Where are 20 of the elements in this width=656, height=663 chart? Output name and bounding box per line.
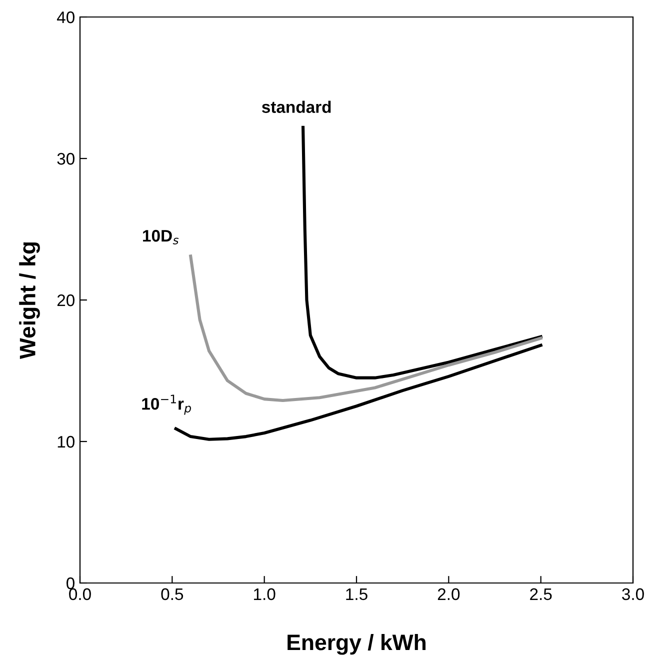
series-label: 10$^{−1}$r$_{p}$ [142,394,191,415]
x-tick-label: 3.0 [622,588,644,600]
x-tick-label: 2.0 [438,588,460,600]
series-label: 10D$_{s}$ [143,230,179,244]
x-axis-title: Energy / kWh [288,634,426,655]
x-tick-label: 0.0 [69,588,91,600]
line-series [189,254,542,402]
y-tick-label: 30 [57,152,74,165]
y-axis-title: Weight / kg [19,242,40,360]
y-tick-label: 10 [58,436,74,448]
y-tick-label: 40 [56,11,74,24]
y-tick-label: 20 [57,294,74,306]
x-tick-label: 1.5 [346,588,368,600]
x-tick-label: 2.5 [530,588,552,600]
series-label: standard [262,100,331,113]
y-tick-label: 0 [66,577,74,590]
x-tick-label: 1.0 [254,588,276,600]
x-tick-label: 0.5 [161,588,184,600]
line-series [302,126,542,380]
line-series [174,344,542,441]
